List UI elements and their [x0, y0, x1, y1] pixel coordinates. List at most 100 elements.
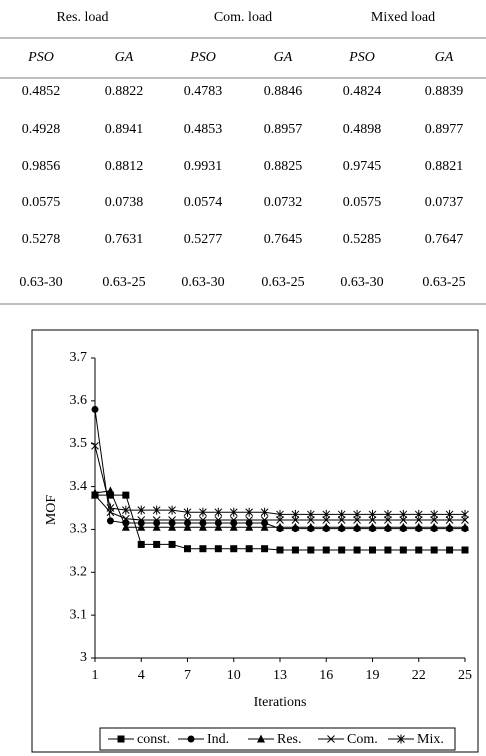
- data-point: [291, 546, 299, 554]
- table-cell: 0.63-30: [19, 275, 62, 290]
- data-point: [446, 546, 454, 554]
- sub-header: GA: [435, 50, 454, 65]
- x-tick-label: 16: [319, 668, 333, 683]
- data-point: [384, 546, 392, 554]
- data-point: [430, 509, 439, 519]
- data-point: [414, 509, 423, 519]
- data-point: [399, 509, 408, 519]
- group-header: Mixed load: [371, 10, 435, 25]
- data-point: [137, 522, 146, 531]
- x-tick-label: 22: [412, 668, 426, 683]
- x-tick-label: 13: [273, 668, 287, 683]
- data-point: [91, 405, 99, 413]
- legend-marker: [187, 735, 195, 743]
- table-cell: 0.63-30: [340, 275, 383, 290]
- series-line: [94, 490, 465, 528]
- x-axis-label: Iterations: [254, 695, 307, 710]
- data-point: [121, 505, 130, 515]
- data-point: [337, 509, 346, 519]
- table-cell: 0.8822: [105, 84, 144, 99]
- data-point: [322, 509, 331, 519]
- legend-label: Com.: [347, 732, 378, 747]
- data-point: [399, 546, 407, 554]
- data-point: [198, 522, 207, 531]
- sub-header: PSO: [189, 50, 216, 65]
- data-point: [306, 516, 315, 524]
- data-point: [199, 507, 207, 517]
- x-tick-label: 25: [458, 668, 472, 683]
- legend-label: Mix.: [417, 732, 444, 747]
- legend-marker: [397, 734, 405, 744]
- data-point: [106, 517, 114, 525]
- data-point: [245, 516, 254, 524]
- data-point: [245, 545, 253, 553]
- data-point: [168, 516, 176, 524]
- data-point: [384, 516, 392, 524]
- data-point: [229, 516, 238, 524]
- table-cell: 0.0574: [184, 195, 223, 210]
- x-tick-label: 10: [227, 668, 241, 683]
- data-point: [337, 516, 346, 524]
- y-tick-label: 3: [80, 650, 87, 665]
- y-axis-label: MOF: [44, 495, 59, 526]
- data-point: [260, 507, 269, 517]
- data-point: [461, 509, 469, 519]
- table-cell: 0.8812: [105, 159, 144, 174]
- y-tick-label: 3.5: [70, 436, 88, 451]
- table-cell: 0.4853: [184, 122, 223, 137]
- x-tick-label: 4: [138, 668, 145, 683]
- legend-marker: [327, 735, 335, 743]
- data-point: [276, 509, 284, 519]
- data-point: [430, 516, 439, 524]
- data-point: [91, 441, 99, 451]
- data-point: [106, 491, 114, 499]
- table-cell: 0.0575: [22, 195, 61, 210]
- series-line: [94, 445, 465, 515]
- table-cell: 0.7631: [105, 232, 144, 247]
- data-point: [414, 522, 423, 531]
- sub-header: GA: [115, 50, 134, 65]
- table-cell: 0.5285: [343, 232, 382, 247]
- data-point: [121, 514, 130, 523]
- data-point: [121, 522, 130, 531]
- data-point: [306, 522, 315, 531]
- data-point: [307, 546, 315, 554]
- data-point: [106, 503, 115, 513]
- data-point: [353, 516, 361, 524]
- chart-frame: [31, 329, 479, 753]
- data-point: [153, 540, 161, 548]
- data-point: [229, 522, 238, 531]
- data-point: [137, 516, 146, 524]
- table-cell: 0.8977: [425, 122, 464, 137]
- data-point: [338, 546, 346, 554]
- data-point: [399, 516, 408, 524]
- data-point: [368, 516, 377, 524]
- data-point: [214, 507, 223, 517]
- data-point: [276, 546, 284, 554]
- data-point: [430, 522, 439, 531]
- group-header: Com. load: [214, 10, 272, 25]
- data-point: [229, 507, 238, 517]
- data-point: [152, 522, 161, 531]
- data-point: [214, 545, 222, 553]
- y-tick-label: 3.2: [70, 565, 88, 580]
- data-point: [199, 516, 207, 524]
- data-point: [445, 516, 454, 524]
- data-point: [214, 516, 223, 524]
- group-header: Res. load: [56, 10, 108, 25]
- data-point: [91, 488, 99, 497]
- data-point: [445, 509, 454, 519]
- table-cell: 0.9745: [343, 159, 382, 174]
- data-point: [306, 509, 315, 519]
- data-point: [168, 522, 177, 531]
- table-cell: 0.9856: [22, 159, 61, 174]
- y-tick-label: 3.6: [70, 393, 88, 408]
- table-cell: 0.8941: [105, 122, 144, 137]
- table-cell: 0.4928: [22, 122, 61, 137]
- data-point: [137, 540, 145, 548]
- data-point: [199, 545, 207, 553]
- data-point: [291, 522, 300, 531]
- data-point: [384, 509, 392, 519]
- legend-label: Ind.: [207, 732, 229, 747]
